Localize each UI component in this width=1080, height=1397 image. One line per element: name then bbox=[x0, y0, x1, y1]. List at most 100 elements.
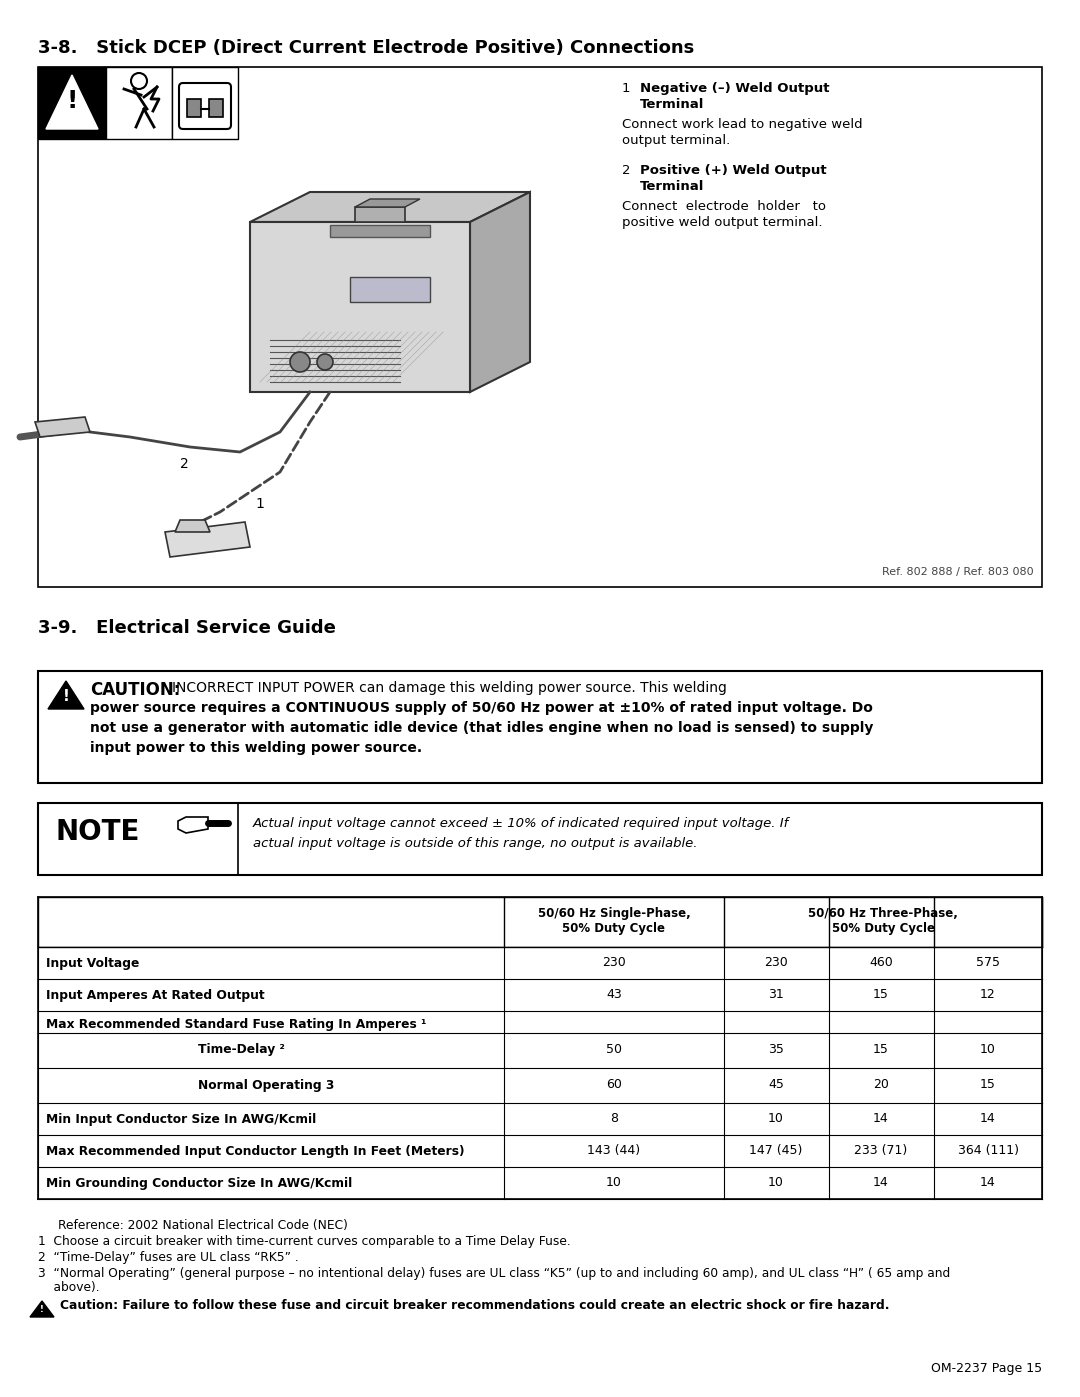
Text: Min Grounding Conductor Size In AWG/Kcmil: Min Grounding Conductor Size In AWG/Kcmi… bbox=[46, 1176, 352, 1190]
Text: 2: 2 bbox=[180, 457, 189, 471]
Text: Actual input voltage cannot exceed ± 10% of indicated required input voltage. If: Actual input voltage cannot exceed ± 10%… bbox=[253, 817, 789, 830]
Text: Min Input Conductor Size In AWG/Kcmil: Min Input Conductor Size In AWG/Kcmil bbox=[46, 1112, 316, 1126]
Text: Max Recommended Input Conductor Length In Feet (Meters): Max Recommended Input Conductor Length I… bbox=[46, 1144, 464, 1158]
Text: 15: 15 bbox=[873, 988, 889, 1002]
Text: 15: 15 bbox=[873, 1042, 889, 1056]
Bar bbox=[265, 334, 400, 384]
Polygon shape bbox=[30, 1301, 54, 1317]
Bar bbox=[38, 1032, 1042, 1067]
Text: 60: 60 bbox=[606, 1078, 622, 1091]
Circle shape bbox=[318, 353, 333, 370]
Polygon shape bbox=[46, 75, 98, 129]
Text: 1: 1 bbox=[622, 82, 631, 95]
Bar bbox=[38, 1011, 1042, 1032]
Text: 50/60 Hz Three-Phase,: 50/60 Hz Three-Phase, bbox=[808, 907, 958, 921]
Text: Normal Operating 3: Normal Operating 3 bbox=[198, 1078, 335, 1091]
Bar bbox=[38, 671, 1042, 782]
Bar bbox=[172, 67, 238, 138]
Text: 230: 230 bbox=[765, 956, 788, 970]
Text: 460: 460 bbox=[869, 956, 893, 970]
Text: !: ! bbox=[66, 89, 78, 113]
Text: Time-Delay ²: Time-Delay ² bbox=[198, 1044, 285, 1056]
Text: 8: 8 bbox=[610, 1112, 618, 1125]
Text: 230: 230 bbox=[603, 956, 626, 970]
Text: Terminal: Terminal bbox=[640, 98, 704, 110]
Text: 147 (45): 147 (45) bbox=[750, 1144, 802, 1157]
Text: Caution: Failure to follow these fuse and circuit breaker recommendations could : Caution: Failure to follow these fuse an… bbox=[60, 1299, 890, 1312]
Text: 10: 10 bbox=[606, 1176, 622, 1189]
Text: Ref. 802 888 / Ref. 803 080: Ref. 802 888 / Ref. 803 080 bbox=[882, 567, 1034, 577]
Bar bbox=[187, 99, 201, 117]
Polygon shape bbox=[175, 520, 210, 532]
Text: 45: 45 bbox=[768, 1078, 784, 1091]
Bar bbox=[38, 1104, 1042, 1134]
Text: Reference: 2002 National Electrical Code (NEC): Reference: 2002 National Electrical Code… bbox=[58, 1220, 348, 1232]
Polygon shape bbox=[355, 198, 420, 207]
Text: not use a generator with automatic idle device (that idles engine when no load i: not use a generator with automatic idle … bbox=[90, 721, 874, 735]
Text: 50/60 Hz Single-Phase,: 50/60 Hz Single-Phase, bbox=[538, 907, 690, 921]
Text: Connect  electrode  holder   to: Connect electrode holder to bbox=[622, 200, 826, 212]
Text: 364 (111): 364 (111) bbox=[958, 1144, 1018, 1157]
Polygon shape bbox=[48, 680, 84, 710]
Bar bbox=[38, 947, 1042, 979]
Text: Input Amperes At Rated Output: Input Amperes At Rated Output bbox=[46, 989, 265, 1002]
Bar bbox=[38, 67, 1042, 587]
Bar bbox=[210, 99, 222, 117]
Text: 15: 15 bbox=[980, 1078, 996, 1091]
Text: !: ! bbox=[40, 1305, 44, 1315]
Text: 2: 2 bbox=[622, 163, 631, 177]
Text: 14: 14 bbox=[873, 1112, 889, 1125]
Text: power source requires a CONTINUOUS supply of 50/60 Hz power at ±10% of rated inp: power source requires a CONTINUOUS suppl… bbox=[90, 701, 873, 715]
Text: 10: 10 bbox=[980, 1042, 996, 1056]
Text: above).: above). bbox=[38, 1281, 99, 1294]
Text: 14: 14 bbox=[981, 1112, 996, 1125]
Text: actual input voltage is outside of this range, no output is available.: actual input voltage is outside of this … bbox=[253, 837, 698, 849]
Text: 43: 43 bbox=[606, 988, 622, 1002]
Bar bbox=[106, 67, 172, 138]
Text: Input Voltage: Input Voltage bbox=[46, 957, 139, 970]
Text: 2  “Time-Delay” fuses are UL class “RK5” .: 2 “Time-Delay” fuses are UL class “RK5” … bbox=[38, 1250, 299, 1264]
Text: Positive (+) Weld Output: Positive (+) Weld Output bbox=[640, 163, 826, 177]
Polygon shape bbox=[249, 222, 470, 393]
Bar bbox=[38, 897, 1042, 947]
Text: 3  “Normal Operating” (general purpose – no intentional delay) fuses are UL clas: 3 “Normal Operating” (general purpose – … bbox=[38, 1267, 950, 1280]
Text: 10: 10 bbox=[768, 1112, 784, 1125]
Text: Max Recommended Standard Fuse Rating In Amperes ¹: Max Recommended Standard Fuse Rating In … bbox=[46, 1017, 427, 1031]
Text: positive weld output terminal.: positive weld output terminal. bbox=[622, 217, 823, 229]
Bar bbox=[38, 1067, 1042, 1104]
Bar bbox=[330, 225, 430, 237]
Bar bbox=[38, 979, 1042, 1011]
Text: 14: 14 bbox=[873, 1176, 889, 1189]
Text: CAUTION:: CAUTION: bbox=[90, 680, 180, 698]
Polygon shape bbox=[470, 191, 530, 393]
Text: input power to this welding power source.: input power to this welding power source… bbox=[90, 740, 422, 754]
Text: !: ! bbox=[63, 689, 69, 704]
Polygon shape bbox=[165, 522, 249, 557]
Polygon shape bbox=[249, 191, 530, 222]
Text: output terminal.: output terminal. bbox=[622, 134, 730, 147]
Bar bbox=[38, 803, 1042, 875]
Bar bbox=[350, 277, 430, 302]
Text: 50% Duty Cycle: 50% Duty Cycle bbox=[832, 922, 934, 935]
Circle shape bbox=[291, 352, 310, 372]
Text: Negative (–) Weld Output: Negative (–) Weld Output bbox=[640, 82, 829, 95]
Polygon shape bbox=[35, 416, 90, 437]
Bar bbox=[355, 207, 405, 222]
Text: 50% Duty Cycle: 50% Duty Cycle bbox=[563, 922, 665, 935]
Bar bbox=[38, 67, 106, 138]
Text: 3-8.   Stick DCEP (Direct Current Electrode Positive) Connections: 3-8. Stick DCEP (Direct Current Electrod… bbox=[38, 39, 694, 57]
Text: INCORRECT INPUT POWER can damage this welding power source. This welding: INCORRECT INPUT POWER can damage this we… bbox=[172, 680, 727, 694]
Text: NOTE: NOTE bbox=[56, 819, 140, 847]
Text: Terminal: Terminal bbox=[640, 180, 704, 193]
Text: Connect work lead to negative weld: Connect work lead to negative weld bbox=[622, 117, 863, 131]
Text: 233 (71): 233 (71) bbox=[854, 1144, 907, 1157]
Text: 3-9.   Electrical Service Guide: 3-9. Electrical Service Guide bbox=[38, 619, 336, 637]
Text: 14: 14 bbox=[981, 1176, 996, 1189]
Text: 31: 31 bbox=[768, 988, 784, 1002]
Text: 143 (44): 143 (44) bbox=[588, 1144, 640, 1157]
Text: 1  Choose a circuit breaker with time-current curves comparable to a Time Delay : 1 Choose a circuit breaker with time-cur… bbox=[38, 1235, 570, 1248]
Text: 20: 20 bbox=[873, 1078, 889, 1091]
Text: 12: 12 bbox=[981, 988, 996, 1002]
Text: OM-2237 Page 15: OM-2237 Page 15 bbox=[931, 1362, 1042, 1375]
Text: 575: 575 bbox=[976, 956, 1000, 970]
